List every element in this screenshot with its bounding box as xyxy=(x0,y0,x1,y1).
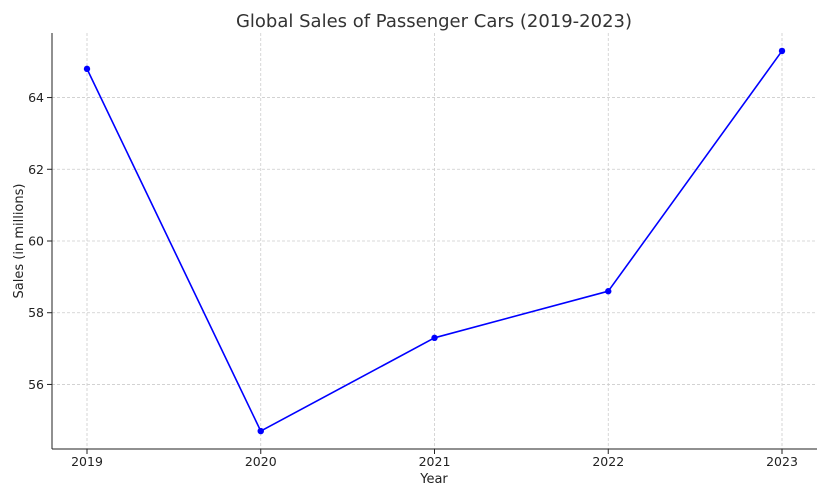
x-tick-label: 2023 xyxy=(766,454,798,469)
y-tick-label: 56 xyxy=(28,377,44,392)
data-point xyxy=(778,47,786,55)
chart-title: Global Sales of Passenger Cars (2019-202… xyxy=(236,11,632,32)
y-tick-label: 62 xyxy=(28,162,44,177)
data-point xyxy=(83,65,91,73)
x-axis-label: Year xyxy=(419,472,448,487)
grid xyxy=(52,33,817,449)
data-point xyxy=(431,334,438,342)
y-tick-label: 60 xyxy=(28,234,44,249)
data-point xyxy=(605,288,612,295)
x-tick-label: 2019 xyxy=(71,454,103,469)
y-ticks: 56 58 60 62 64 xyxy=(28,90,52,392)
y-tick-label: 64 xyxy=(28,90,44,105)
x-tick-label: 2020 xyxy=(245,454,277,469)
y-axis-label: Sales (in millions) xyxy=(12,184,27,299)
y-tick-label: 58 xyxy=(28,305,44,320)
x-ticks: 2019 2020 2021 2022 2023 xyxy=(71,449,798,469)
x-tick-label: 2022 xyxy=(592,454,624,469)
series xyxy=(83,47,786,435)
x-tick-label: 2021 xyxy=(419,454,451,469)
data-point xyxy=(257,427,264,435)
